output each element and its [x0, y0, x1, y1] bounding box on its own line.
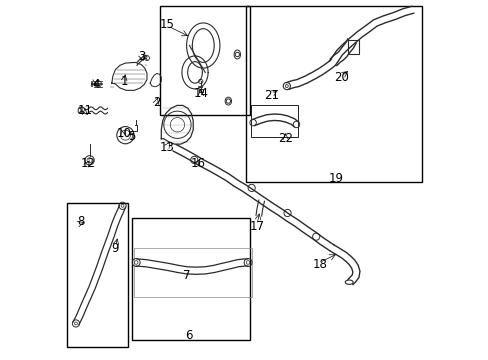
Bar — [246, 6, 421, 182]
Text: 4: 4 — [92, 78, 99, 91]
Text: 17: 17 — [249, 220, 264, 233]
Text: 6: 6 — [185, 329, 192, 342]
Text: 21: 21 — [264, 89, 278, 102]
Text: 3: 3 — [138, 50, 146, 63]
Bar — [160, 6, 249, 116]
Text: 20: 20 — [333, 71, 348, 84]
Text: 5: 5 — [127, 130, 135, 144]
Text: 8: 8 — [78, 215, 85, 228]
Bar — [67, 203, 128, 347]
Text: 10: 10 — [117, 127, 132, 140]
Text: 14: 14 — [194, 87, 208, 100]
Text: 9: 9 — [111, 242, 119, 255]
Text: 22: 22 — [278, 132, 293, 145]
Text: 2: 2 — [153, 96, 160, 109]
Text: 7: 7 — [183, 269, 190, 282]
Text: 13: 13 — [160, 141, 175, 154]
Text: 1: 1 — [121, 75, 128, 88]
Text: 16: 16 — [190, 157, 205, 170]
Bar — [131, 218, 249, 339]
Bar — [134, 248, 251, 297]
Text: 12: 12 — [81, 157, 96, 170]
Text: 11: 11 — [77, 104, 92, 117]
Text: 18: 18 — [312, 258, 326, 271]
Text: 15: 15 — [160, 18, 175, 31]
Bar — [250, 105, 297, 137]
Text: 19: 19 — [328, 172, 343, 185]
